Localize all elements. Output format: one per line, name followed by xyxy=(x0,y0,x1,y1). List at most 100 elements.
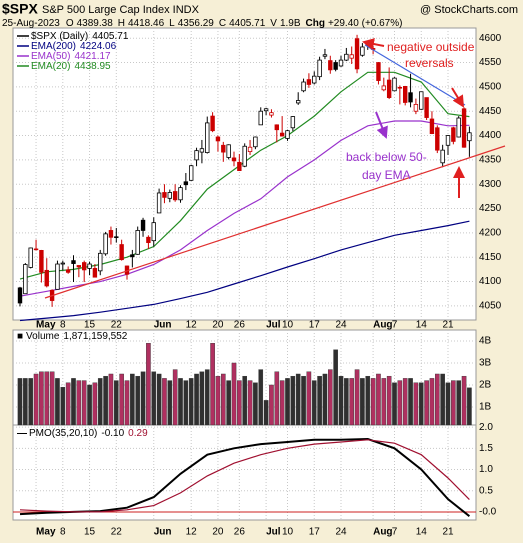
legend-name: Volume xyxy=(26,331,60,342)
candle-body xyxy=(65,269,71,273)
candle-body xyxy=(231,157,237,162)
candle-body xyxy=(349,54,354,59)
volume-bar xyxy=(103,375,108,426)
x-tick-label: 24 xyxy=(335,320,347,331)
volume-bar xyxy=(172,369,178,426)
quote-line: 25-Aug-2023 O 4389.38 H 4418.46 L 4356.29 C 4405… xyxy=(2,18,402,29)
candle-body xyxy=(419,91,424,110)
price-panel xyxy=(12,27,477,321)
quote-value: 4356.29 xyxy=(178,18,215,29)
x-tick-label: 22 xyxy=(111,320,123,331)
candle-body xyxy=(333,62,338,70)
volume-bar xyxy=(28,378,34,426)
candle-body xyxy=(381,85,386,91)
quote-value: +29.40 (+0.67%) xyxy=(328,18,403,29)
volume-bar xyxy=(424,380,429,426)
volume-bar xyxy=(408,378,413,426)
date: 25-Aug-2023 xyxy=(2,18,60,29)
volume-bar xyxy=(349,378,355,426)
x-tick-label: 12 xyxy=(186,527,198,538)
legend-swatch: ■ xyxy=(17,331,23,342)
y-tick-label: 4450 xyxy=(479,106,502,117)
legend-value: 4438.95 xyxy=(74,61,111,72)
volume-bar xyxy=(360,378,365,426)
volume-bar xyxy=(130,373,135,426)
candle-body xyxy=(210,115,215,132)
quote-value: 1.9B xyxy=(280,18,301,29)
volume-bar xyxy=(97,378,103,426)
candle-body xyxy=(424,97,429,118)
legend-value: 1,871,159,552 xyxy=(63,331,127,342)
volume-bar xyxy=(231,362,237,426)
volume-bar xyxy=(194,373,199,426)
candle-body xyxy=(312,75,317,84)
candle-body xyxy=(242,145,247,167)
candle-body xyxy=(151,222,156,242)
volume-bar xyxy=(338,375,344,426)
candle-body xyxy=(17,287,23,304)
candle-body xyxy=(279,132,285,137)
volume-bar xyxy=(290,375,296,426)
volume-bar xyxy=(344,378,349,426)
candle-body xyxy=(162,192,167,198)
volume-bar xyxy=(269,384,274,426)
volume-bar xyxy=(226,380,231,426)
candle-body xyxy=(183,181,189,186)
volume-bar xyxy=(413,382,419,426)
legend-entry: ■ Volume 1,871,159,552 xyxy=(17,331,128,342)
resistance-trendline xyxy=(364,44,466,106)
candle-body xyxy=(408,92,413,103)
x-tick-label: 20 xyxy=(212,320,224,331)
volume-bar xyxy=(279,380,285,426)
legend-name: EMA(20) xyxy=(31,61,70,72)
y-tick-label: 4150 xyxy=(479,252,502,263)
candle-body xyxy=(178,187,183,201)
volume-bar xyxy=(71,378,76,426)
x-tick-label: 12 xyxy=(186,320,198,331)
x-tick-label: 15 xyxy=(84,527,96,538)
volume-bar xyxy=(328,369,333,426)
candle-body xyxy=(429,118,435,135)
candle-body xyxy=(451,127,456,142)
marks xyxy=(13,34,476,517)
volume-bar xyxy=(370,378,376,426)
legend-entry: EMA(200) 4224.06 xyxy=(31,41,117,52)
y-tick-label: -0.0 xyxy=(479,507,497,518)
y-tick-label: 4B xyxy=(479,336,492,347)
volume-bar xyxy=(151,371,157,426)
volume-bar xyxy=(108,373,114,426)
x-tick-label: 21 xyxy=(442,527,454,538)
volume-bar xyxy=(178,378,183,426)
volume-bar xyxy=(445,382,451,426)
candle-body xyxy=(103,233,108,255)
candle-body xyxy=(413,104,419,112)
candle-body xyxy=(98,252,103,272)
legend-value: 4224.06 xyxy=(80,41,117,52)
x-tick-label: 17 xyxy=(309,320,321,331)
volume-bar xyxy=(440,373,445,426)
x-tick-label: Jun xyxy=(154,527,172,538)
candle-body xyxy=(82,262,87,271)
quote-label: V xyxy=(270,18,277,29)
legend-entry: EMA(20) 4438.95 xyxy=(31,61,111,72)
indicator-line xyxy=(19,437,471,517)
quote-value: 4405.71 xyxy=(229,18,266,29)
candle-body xyxy=(290,116,296,129)
volume-bar xyxy=(17,378,23,426)
x-tick-label: 20 xyxy=(212,527,224,538)
legend-entry: EMA(50) 4421.17 xyxy=(31,51,111,62)
candle-body xyxy=(156,192,162,214)
support-trendline xyxy=(44,145,506,299)
candle-body xyxy=(167,192,172,199)
volume-bar xyxy=(113,380,119,426)
volume-bar xyxy=(210,342,215,426)
quote-label: O xyxy=(66,18,74,29)
candle-body xyxy=(221,144,226,153)
volume-bar xyxy=(285,378,290,426)
volume-bar xyxy=(354,369,360,426)
candle-body xyxy=(87,263,92,269)
legend-value: 0.29 xyxy=(128,428,148,439)
volume-bar xyxy=(365,375,371,426)
